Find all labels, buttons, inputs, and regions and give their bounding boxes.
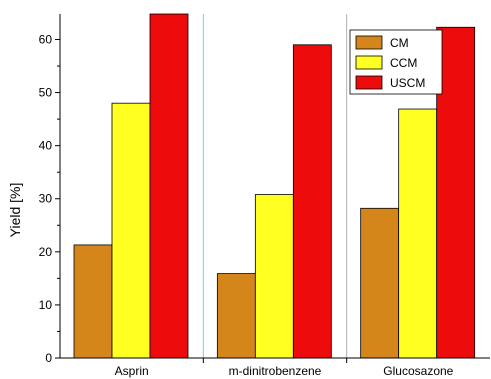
y-tick-label: 10 xyxy=(39,298,53,312)
y-tick-label: 40 xyxy=(39,139,53,153)
bar-uscm-glucosazone xyxy=(436,26,476,359)
legend-swatch-cm xyxy=(355,35,383,50)
bar-cm-m-dinitrobenzene xyxy=(216,273,256,359)
plot-area: 0 10 20 30 40 50 60 Asprin m-dinitrobenzene Gluco… xyxy=(39,13,490,378)
legend-label-uscm: USCM xyxy=(390,76,425,90)
x-tick-label: Asprin xyxy=(115,364,149,378)
legend-label-cm: CM xyxy=(390,36,409,50)
legend-swatch-ccm xyxy=(355,55,383,70)
y-tick-label: 20 xyxy=(39,245,53,259)
legend-label-ccm: CCM xyxy=(390,56,417,70)
y-tick-label: 50 xyxy=(39,86,53,100)
bar-cm-glucosazone xyxy=(360,207,400,359)
bar-ccm-glucosazone xyxy=(398,108,438,359)
bar-ccm-m-dinitrobenzene xyxy=(254,194,294,359)
y-tick-label: 0 xyxy=(45,351,52,365)
y-axis-title: Yield [%] xyxy=(7,183,23,238)
bar-uscm-asprin xyxy=(149,13,189,359)
y-tick-label: 60 xyxy=(39,32,53,46)
bar-uscm-m-dinitrobenzene xyxy=(292,44,332,359)
y-tick-label: 30 xyxy=(39,192,53,206)
legend-swatch-uscm xyxy=(355,75,383,90)
bar-ccm-asprin xyxy=(111,102,151,359)
x-tick-label: Glucosazone xyxy=(383,364,453,378)
x-tick-label: m-dinitrobenzene xyxy=(229,364,322,378)
bar-cm-asprin xyxy=(73,244,113,359)
